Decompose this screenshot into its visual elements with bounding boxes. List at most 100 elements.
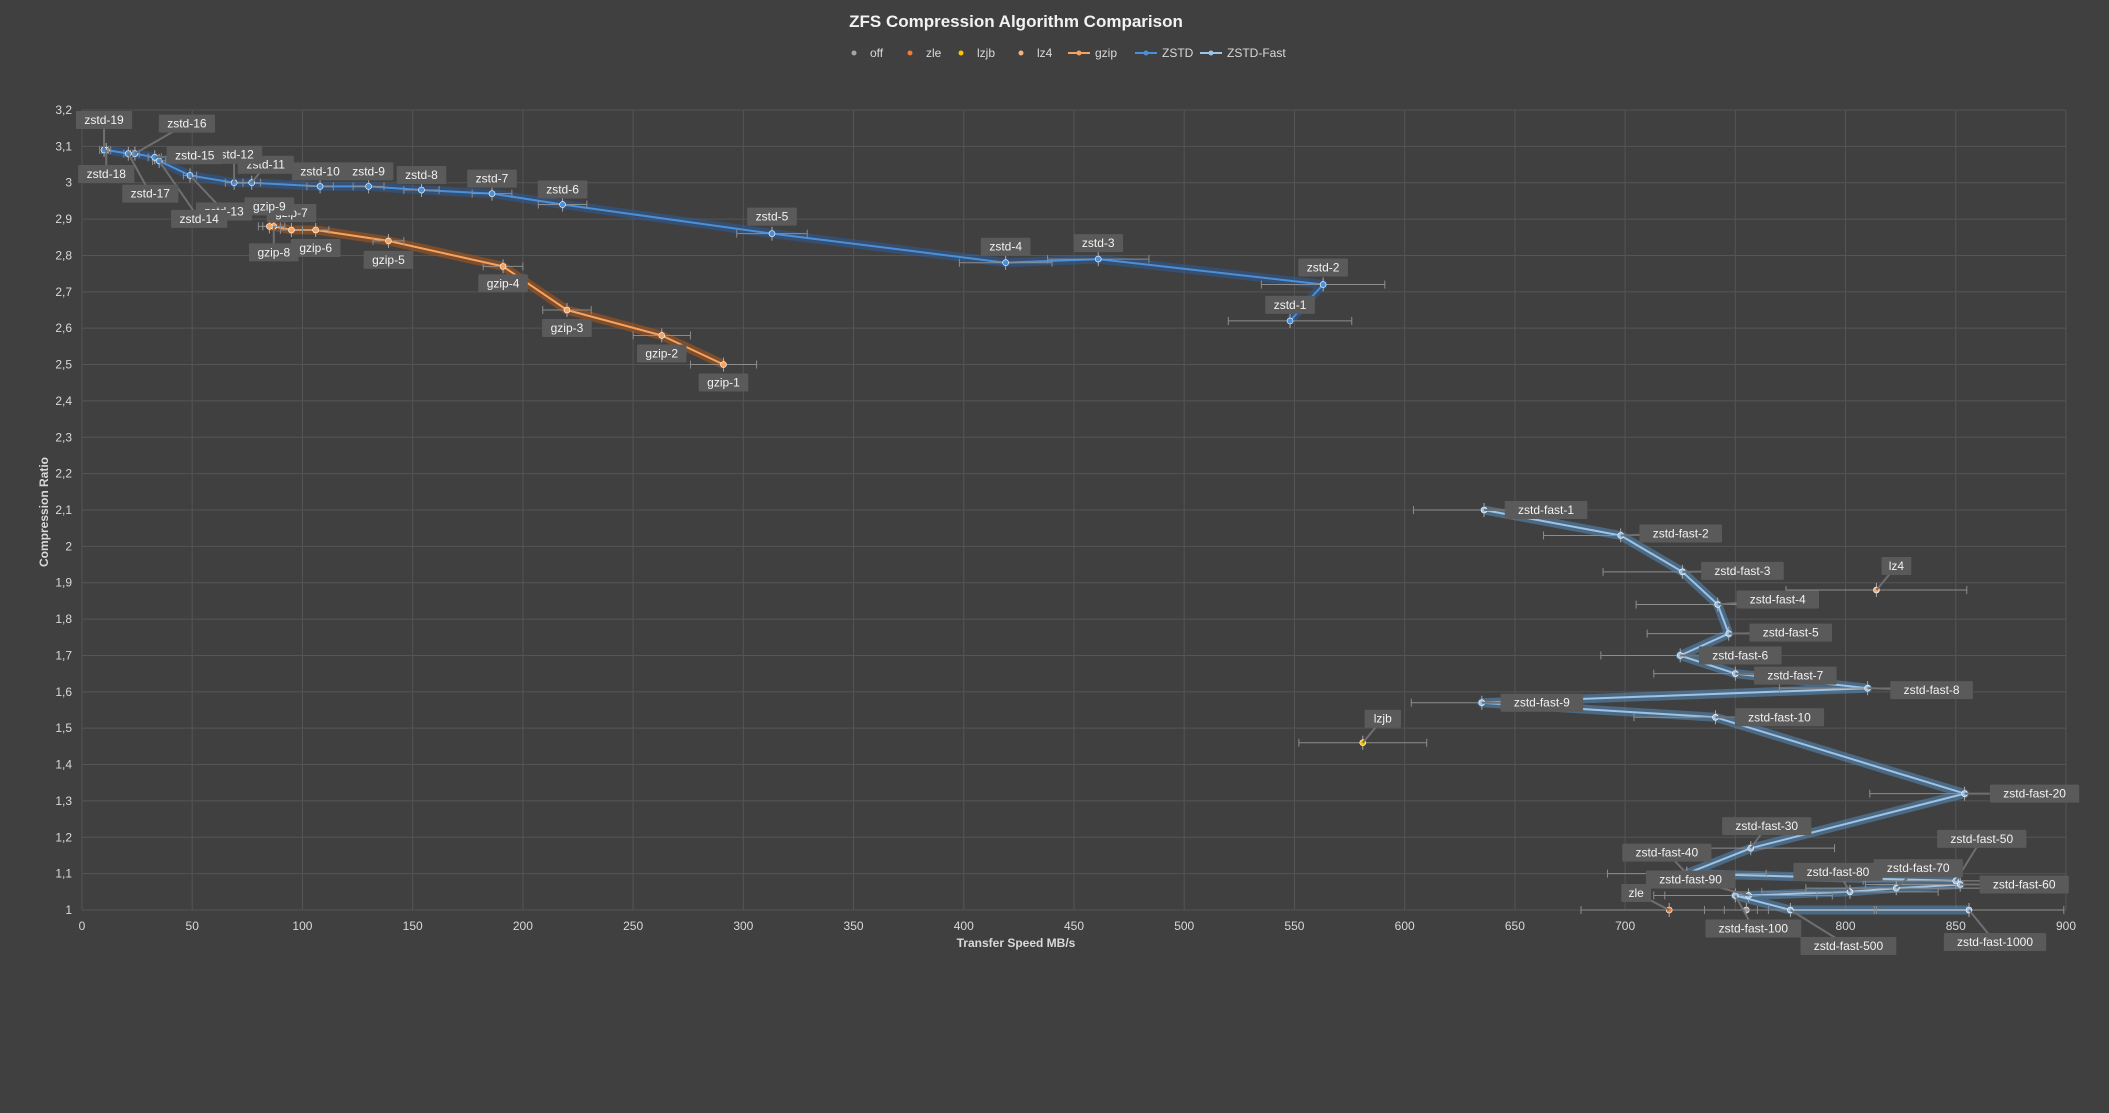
data-label: zstd-fast-20: [2003, 787, 2066, 801]
data-label-box: [122, 184, 179, 203]
series-glow: [101, 145, 1328, 324]
x-tick-label: 600: [1395, 919, 1415, 933]
data-label: gzip-2: [645, 346, 678, 360]
data-label: zstd-4: [989, 240, 1022, 254]
data-label: zstd-fast-2: [1653, 526, 1709, 540]
x-tick-label: 500: [1174, 919, 1194, 933]
legend-label: lzjb: [977, 46, 995, 60]
y-tick-label: 2,2: [55, 467, 72, 481]
data-label: zstd-fast-3: [1714, 564, 1770, 578]
data-label: zstd-6: [546, 183, 579, 197]
y-tick-label: 1,7: [55, 648, 72, 662]
x-tick-label: 150: [403, 919, 423, 933]
data-label-box: [1504, 501, 1588, 519]
data-label: zstd-fast-1000: [1957, 935, 2033, 949]
data-label: zstd-1: [1274, 298, 1307, 312]
data-label: gzip-6: [299, 241, 332, 255]
x-tick-label: 400: [954, 919, 974, 933]
data-label-box: [1500, 693, 1584, 712]
data-label-box: [166, 146, 223, 165]
x-tick-label: 250: [623, 919, 643, 933]
data-label-layer: zle lzjb lz4 gzip-1 gzip-2 gzip-3 gzip-4 gzip-5…: [75, 111, 2080, 955]
data-label: zstd-fast-6: [1712, 648, 1768, 662]
data-label-box: [1979, 875, 2069, 894]
x-tick-label: 100: [292, 919, 312, 933]
data-label-box: [537, 180, 588, 199]
data-label: zstd-fast-90: [1659, 872, 1722, 886]
y-tick-label: 1,1: [55, 867, 72, 881]
data-label: zstd-7: [476, 172, 509, 186]
y-tick-label: 2,5: [55, 358, 72, 372]
data-point: [1002, 259, 1009, 267]
data-label-box: [1943, 933, 2047, 951]
data-point: [266, 223, 273, 230]
data-label: zstd-fast-8: [1904, 683, 1960, 697]
data-label-box: [478, 274, 528, 293]
y-tick-label: 2,8: [55, 248, 72, 262]
data-point: [488, 190, 496, 197]
data-label-box: [75, 111, 133, 129]
data-label-box: [1705, 919, 1802, 938]
data-label-box: [1722, 817, 1812, 836]
data-label-box: [1754, 666, 1837, 685]
x-tick-label: 900: [2056, 919, 2076, 933]
y-tick-label: 1,3: [55, 794, 72, 808]
data-label: gzip-1: [707, 376, 740, 390]
data-label-box: [1734, 708, 1825, 727]
data-label-box: [291, 162, 349, 181]
y-tick-label: 2,7: [55, 285, 72, 299]
data-label-box: [158, 114, 216, 133]
tick-layer: 0 50 100 150 200 250 300 350 400 450 500 550 600 650 7…: [55, 103, 2076, 933]
data-label-box: [1622, 843, 1712, 862]
y-tick-label: 1,8: [55, 612, 72, 626]
data-point: [1094, 255, 1102, 263]
data-point: [316, 183, 324, 190]
data-label-box: [343, 162, 394, 181]
data-label: zstd-5: [756, 210, 789, 224]
data-label: zstd-9: [352, 164, 385, 178]
legend-swatch-marker: [1208, 50, 1214, 56]
data-label-box: [1298, 258, 1348, 277]
y-tick-label: 2,6: [55, 321, 72, 335]
x-tick-label: 450: [1064, 919, 1084, 933]
data-label: zstd-fast-1: [1518, 503, 1574, 517]
y-tick-label: 2,9: [55, 212, 72, 226]
y-tick-label: 1,6: [55, 685, 72, 699]
x-tick-label: 200: [513, 919, 533, 933]
x-tick-label: 350: [844, 919, 864, 933]
data-label-box: [980, 237, 1031, 256]
data-label-box: [396, 166, 447, 184]
data-label-box: [1701, 561, 1784, 580]
data-label-box: [244, 197, 295, 216]
y-axis-title: Compression Ratio: [37, 457, 51, 567]
data-label-box: [1800, 937, 1897, 955]
y-tick-label: 1,4: [55, 758, 72, 772]
data-label: gzip-4: [487, 276, 520, 290]
data-label: zstd-15: [175, 148, 215, 162]
y-tick-label: 2,3: [55, 430, 72, 444]
data-label-box: [1873, 859, 1963, 878]
data-label-box: [467, 169, 517, 188]
data-point: [1286, 317, 1294, 325]
data-label: zstd-12: [214, 148, 254, 162]
x-tick-label: 850: [1946, 919, 1966, 933]
x-axis-title: Transfer Speed MB/s: [957, 936, 1076, 950]
data-label: zstd-fast-50: [1950, 832, 2013, 846]
data-label: zstd-fast-500: [1814, 939, 1884, 953]
data-label-box: [1621, 884, 1652, 902]
data-label: zstd-fast-80: [1807, 865, 1870, 879]
data-label: zstd-16: [167, 117, 207, 131]
data-label: zstd-fast-30: [1735, 819, 1798, 833]
x-tick-label: 50: [186, 919, 200, 933]
data-label-box: [1073, 234, 1124, 253]
data-label: zstd-fast-10: [1748, 710, 1811, 724]
data-label: zstd-19: [84, 113, 124, 127]
y-tick-label: 3: [65, 176, 72, 190]
y-tick-label: 2,1: [55, 503, 72, 517]
y-tick-label: 1,9: [55, 576, 72, 590]
series-line: [104, 149, 1325, 322]
x-tick-label: 300: [733, 919, 753, 933]
data-label: gzip-8: [257, 245, 290, 259]
